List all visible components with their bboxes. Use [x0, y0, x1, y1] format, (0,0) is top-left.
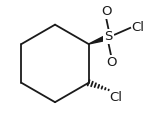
- Text: Cl: Cl: [110, 91, 123, 103]
- Text: O: O: [106, 56, 116, 69]
- Text: S: S: [104, 30, 113, 43]
- Polygon shape: [89, 34, 110, 44]
- Text: O: O: [101, 5, 111, 18]
- Text: Cl: Cl: [131, 21, 144, 34]
